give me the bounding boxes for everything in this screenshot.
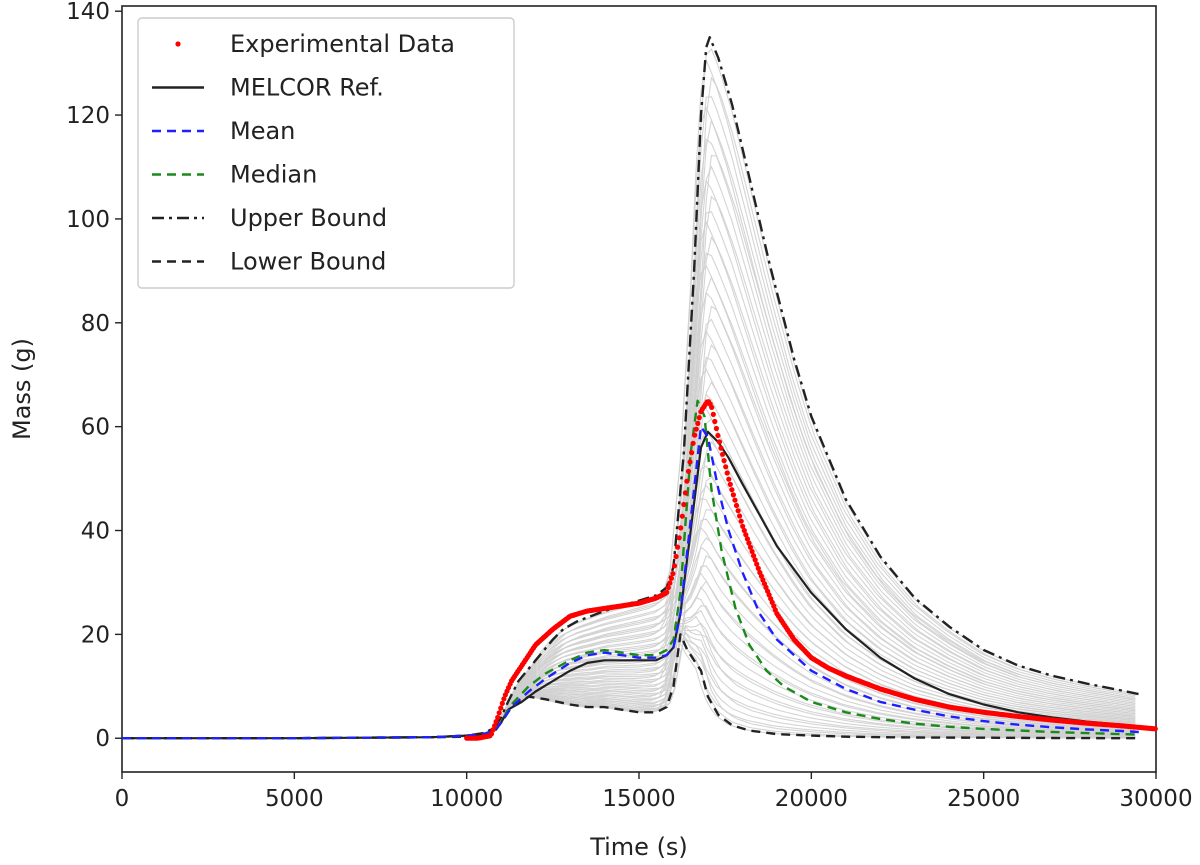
legend: Experimental Data MELCOR Ref. Mean Median Up… (137, 17, 515, 289)
experimental-data-point (715, 432, 721, 439)
experimental-data-point (709, 404, 715, 410)
experimental-data-point (724, 470, 730, 476)
experimental-data-point (693, 426, 699, 432)
experimental-data-point (692, 432, 698, 438)
experimental-data-point (695, 420, 701, 426)
mean-line (122, 425, 1139, 740)
legend-label: Lower Bound (230, 248, 386, 276)
experimental-data-point (496, 710, 502, 716)
y-tick-label: 140 (66, 0, 110, 25)
legend-label: MELCOR Ref. (230, 74, 384, 102)
experimental-data-point (684, 478, 690, 484)
x-tick-label: 15000 (602, 786, 675, 812)
experimental-data-point (498, 705, 504, 711)
experimental-data-point (720, 451, 726, 457)
experimental-data-point (727, 481, 733, 487)
experimental-data-point (664, 589, 670, 595)
experimental-data-point (721, 458, 727, 464)
experimental-data-point (713, 425, 720, 432)
experimental-data-point (744, 536, 751, 542)
experimental-data-point (741, 527, 747, 534)
experimental-data-point (755, 565, 761, 571)
experimental-data-point (747, 544, 754, 550)
x-axis-label: Time (s) (589, 833, 688, 861)
series-layer (122, 36, 1158, 741)
legend-label: Median (230, 161, 317, 189)
y-tick-label: 120 (66, 103, 110, 129)
experimental-data-point (501, 696, 507, 702)
y-axis-label: Mass (g) (8, 338, 36, 440)
experimental-data-point (712, 418, 718, 425)
experimental-data-point (679, 513, 685, 519)
experimental-data-point (678, 525, 684, 531)
axes: 0 5000 10000 15000 20000 25000 30000 0 20 40 60 80 1… (66, 0, 1192, 812)
experimental-data-point (752, 557, 758, 563)
experimental-data-point (490, 727, 496, 733)
x-tick-label: 20000 (775, 786, 848, 812)
experimental-data-point (729, 487, 735, 493)
experimental-data-point (668, 575, 675, 581)
y-tick-label: 60 (81, 415, 110, 441)
experimental-data-point (735, 508, 741, 514)
legend-label: Mean (230, 117, 295, 145)
legend-label: Experimental Data (230, 30, 455, 58)
experimental-data-point (690, 440, 696, 446)
y-tick-label: 0 (95, 726, 110, 752)
x-tick-label: 0 (115, 786, 130, 812)
experimental-data-point (499, 700, 505, 707)
experimental-data-point (733, 502, 740, 509)
experimental-data-point (665, 585, 671, 591)
experimental-data-point (723, 464, 729, 470)
experimental-data-point (1152, 726, 1158, 732)
experimental-data-point (749, 548, 755, 555)
experimental-data-point (676, 535, 682, 541)
experimental-data-point (671, 563, 678, 569)
experimental-data-point (732, 497, 738, 503)
experimental-data-point (670, 571, 676, 577)
experimental-data-point (667, 580, 673, 586)
experimental-data-point (718, 445, 724, 451)
experimental-data-points (464, 399, 1158, 741)
y-tick-label: 40 (81, 519, 110, 545)
experimental-data-point (675, 544, 681, 550)
experimental-data-point (681, 501, 687, 508)
experimental-data-point (488, 731, 495, 737)
experimental-data-point (492, 723, 498, 729)
legend-label: Upper Bound (230, 204, 387, 232)
x-tick-label: 25000 (947, 786, 1020, 812)
experimental-data-point (493, 719, 499, 725)
experimental-data-point (740, 523, 746, 529)
y-tick-label: 80 (81, 311, 110, 337)
upper-bound-line (122, 36, 1140, 740)
experimental-data-point (746, 540, 752, 546)
experimental-data-point (726, 476, 732, 482)
x-tick-label: 30000 (1119, 786, 1192, 812)
experimental-data-point (730, 492, 737, 498)
experimental-data-point (495, 714, 501, 721)
legend-marker-dot (175, 41, 181, 47)
y-tick-label: 20 (81, 622, 110, 648)
y-tick-label: 100 (66, 207, 110, 233)
experimental-data-point (710, 411, 716, 417)
experimental-data-point (737, 513, 743, 519)
experimental-data-point (716, 439, 723, 445)
experimental-data-point (743, 532, 749, 538)
experimental-data-point (687, 459, 693, 465)
experimental-data-point (673, 553, 679, 560)
legend-box (137, 17, 515, 289)
experimental-data-point (738, 518, 744, 524)
experimental-data-point (685, 468, 692, 474)
experimental-data-point (682, 490, 689, 496)
experimental-data-point (689, 450, 695, 456)
x-tick-label: 10000 (430, 786, 503, 812)
experimental-data-point (696, 415, 702, 421)
x-tick-label: 5000 (265, 786, 324, 812)
experimental-data-point (754, 561, 760, 567)
experimental-data-point (751, 553, 757, 559)
